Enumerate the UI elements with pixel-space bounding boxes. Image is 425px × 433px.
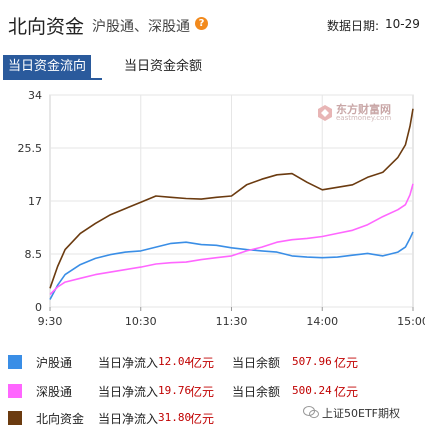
series-line-2 <box>49 108 414 289</box>
x-tick-label: 11:30 <box>216 315 248 328</box>
legend-inflow-unit: 亿元 <box>190 412 215 426</box>
legend-balance-unit: 亿元 <box>334 385 359 399</box>
wechat-icon <box>303 406 319 419</box>
footer-source-text: 上证50ETF期权 <box>322 407 400 420</box>
series-line-0 <box>49 231 414 300</box>
legend-name: 深股通 <box>36 385 73 399</box>
tab-active-underline <box>3 78 102 80</box>
watermark-subtext: eastmoney.com <box>336 114 392 122</box>
legend-inflow-value: 19.76 <box>158 384 192 397</box>
legend-row-sz: 深股通 当日净流入 19.76 亿元 当日余额 500.24 亿元 <box>0 381 425 403</box>
legend-balance-label: 当日余额 <box>232 356 281 370</box>
legend-inflow-value: 31.80 <box>158 411 192 424</box>
legend-balance-label: 当日余额 <box>232 385 281 399</box>
y-tick-label: 17 <box>28 195 42 208</box>
tab-bar: 当日资金流向 当日资金余额 <box>0 55 425 80</box>
date-label: 数据日期: <box>327 19 380 33</box>
legend-balance-unit: 亿元 <box>334 356 359 370</box>
x-tick-label: 10:30 <box>125 315 157 328</box>
help-icon[interactable]: ? <box>195 17 208 30</box>
legend-name: 沪股通 <box>36 356 73 370</box>
date-value: 10-29 <box>385 17 420 31</box>
legend-inflow-label: 当日净流入 <box>98 356 159 370</box>
legend-swatch-north <box>8 411 22 425</box>
legend-inflow-label: 当日净流入 <box>98 412 159 426</box>
legend-swatch-sh <box>8 355 22 369</box>
series-line-1 <box>49 183 414 296</box>
legend-inflow-value: 12.04 <box>158 355 192 368</box>
y-tick-label: 8.5 <box>25 248 43 261</box>
x-tick-label: 14:00 <box>306 315 338 328</box>
header: 北向资金 沪股通、深股通 ? 数据日期: 10-29 <box>0 0 425 50</box>
watermark-text: 东方财富网 <box>336 103 391 116</box>
page-subtitle: 沪股通、深股通 <box>92 19 190 35</box>
page-title: 北向资金 <box>8 16 85 38</box>
y-tick-label: 25.5 <box>18 142 43 155</box>
legend-row-sh: 沪股通 当日净流入 12.04 亿元 当日余额 507.96 亿元 <box>0 352 425 374</box>
legend-name: 北向资金 <box>36 412 85 426</box>
x-tick-label: 9:30 <box>38 315 63 328</box>
legend-inflow-unit: 亿元 <box>190 385 215 399</box>
legend-swatch-sz <box>8 384 22 398</box>
y-tick-label: 0 <box>35 301 42 314</box>
legend-inflow-unit: 亿元 <box>190 356 215 370</box>
legend-balance-value: 500.24 <box>292 384 332 397</box>
x-tick-label: 15:00 <box>397 315 425 328</box>
tab-daily-flow[interactable]: 当日资金流向 <box>3 55 92 78</box>
legend-inflow-label: 当日净流入 <box>98 385 159 399</box>
chart: 34 25.5 17 8.5 09:30 10:30 11:30 14:00 15:00 <box>18 89 425 328</box>
tab-daily-balance[interactable]: 当日资金余额 <box>124 59 203 74</box>
legend-balance-value: 507.96 <box>292 355 332 368</box>
legend-row-north: 北向资金 当日净流入 31.80 亿元 <box>0 408 425 430</box>
y-tick-label: 34 <box>28 89 42 102</box>
eastmoney-logo-icon <box>318 105 332 121</box>
